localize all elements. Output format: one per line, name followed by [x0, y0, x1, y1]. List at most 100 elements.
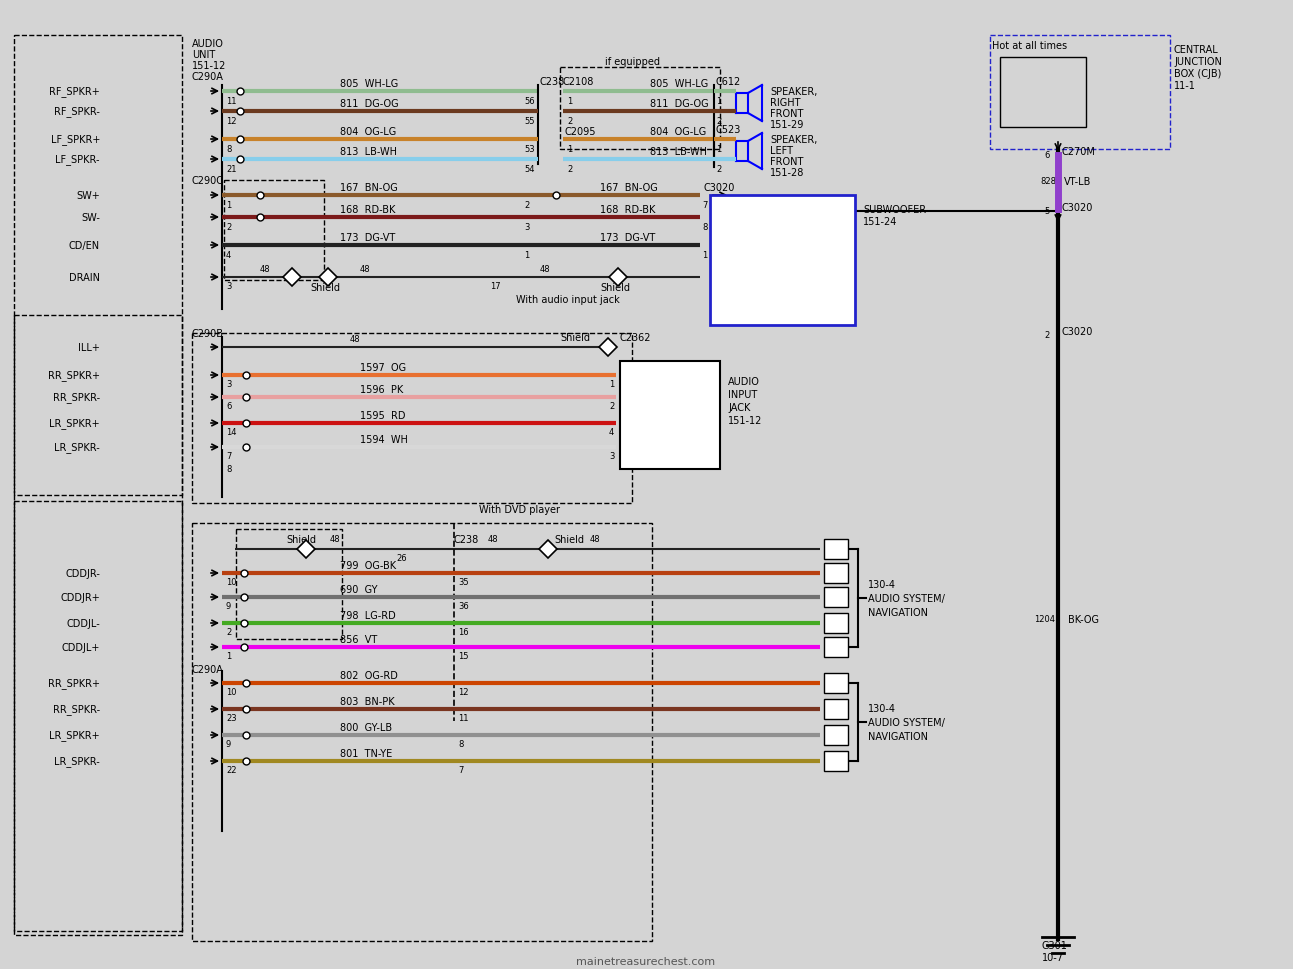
- Text: E: E: [829, 731, 835, 740]
- Text: RF_SPKR+: RF_SPKR+: [49, 86, 100, 97]
- Polygon shape: [539, 541, 557, 558]
- Bar: [14, 316, 182, 495]
- Text: 803  BN-PK: 803 BN-PK: [340, 697, 394, 706]
- Text: RF_SPKR-: RF_SPKR-: [54, 107, 100, 117]
- Text: if equipped: if equipped: [605, 57, 659, 67]
- Text: 2: 2: [226, 628, 231, 637]
- Text: RIGHT: RIGHT: [771, 98, 800, 108]
- Text: SW-: SW-: [720, 238, 738, 249]
- Text: LR_SPKR-: LR_SPKR-: [628, 443, 670, 452]
- Text: 10: 10: [226, 688, 237, 697]
- Text: CD/EN: CD/EN: [69, 240, 100, 251]
- Text: 811  DG-OG: 811 DG-OG: [650, 99, 709, 109]
- Text: 14: 14: [226, 428, 237, 437]
- Bar: [191, 523, 652, 941]
- Text: 1: 1: [524, 250, 529, 260]
- Text: RR_SPKR+: RR_SPKR+: [48, 370, 100, 381]
- Text: C290A: C290A: [191, 72, 224, 82]
- Text: LR_SPKR+: LR_SPKR+: [628, 419, 675, 428]
- Text: 21: 21: [226, 165, 237, 173]
- Text: 8: 8: [702, 222, 707, 232]
- Text: 130-4: 130-4: [868, 579, 896, 589]
- Bar: [224, 181, 325, 281]
- Text: UNIT: UNIT: [191, 50, 215, 60]
- Text: 2: 2: [716, 116, 721, 125]
- Text: C238: C238: [540, 77, 565, 87]
- Text: SW-: SW-: [81, 213, 100, 223]
- Text: JUNCTION: JUNCTION: [1174, 57, 1222, 67]
- Text: DRAIN: DRAIN: [69, 272, 100, 283]
- Text: CENTRAL: CENTRAL: [1174, 45, 1219, 55]
- Text: AUDIO: AUDIO: [191, 39, 224, 49]
- Text: 11-1: 11-1: [1174, 81, 1196, 91]
- Text: C: C: [829, 678, 835, 688]
- Text: C270M: C270M: [1062, 147, 1096, 157]
- Bar: [824, 673, 848, 693]
- Text: CDDJR+: CDDJR+: [61, 592, 100, 603]
- Text: 690  GY: 690 GY: [340, 584, 378, 594]
- Text: 1204: 1204: [1034, 615, 1055, 624]
- Text: CDDJR-: CDDJR-: [65, 569, 100, 578]
- Text: Shield: Shield: [310, 283, 340, 293]
- Text: 2: 2: [1043, 331, 1049, 340]
- Bar: [824, 700, 848, 719]
- Bar: [824, 540, 848, 559]
- Text: C612: C612: [716, 77, 741, 87]
- Text: RR_SPKR-: RR_SPKR-: [53, 703, 100, 715]
- Text: 10: 10: [226, 578, 237, 587]
- Text: 151-24: 151-24: [862, 217, 897, 227]
- Text: G301: G301: [1042, 940, 1068, 950]
- Text: BK-OG: BK-OG: [1068, 614, 1099, 624]
- Text: 1: 1: [716, 96, 721, 106]
- Text: C290A: C290A: [191, 665, 224, 674]
- Text: 12: 12: [226, 116, 237, 125]
- Text: 1594  WH: 1594 WH: [359, 434, 407, 445]
- Text: G: G: [829, 545, 837, 554]
- Text: 798  LG-RD: 798 LG-RD: [340, 610, 396, 620]
- Text: LR_SPKR+: LR_SPKR+: [49, 418, 100, 429]
- Text: 16: 16: [458, 628, 468, 637]
- Text: 811  DG-OG: 811 DG-OG: [340, 99, 398, 109]
- Text: 1: 1: [702, 250, 707, 260]
- Text: mainetreasurechest.com: mainetreasurechest.com: [577, 956, 715, 966]
- Text: 48: 48: [350, 335, 361, 344]
- Text: C2095: C2095: [565, 127, 596, 137]
- Text: Hot at all times: Hot at all times: [992, 41, 1067, 51]
- Bar: [824, 638, 848, 657]
- Text: 801  TN-YE: 801 TN-YE: [340, 748, 392, 758]
- Text: 167  BN-OG: 167 BN-OG: [600, 183, 658, 193]
- Text: 3: 3: [609, 452, 614, 461]
- Text: Shield: Shield: [286, 535, 315, 545]
- Text: NAVIGATION: NAVIGATION: [868, 732, 928, 741]
- Bar: [14, 502, 182, 931]
- Bar: [824, 563, 848, 583]
- Text: C3020: C3020: [703, 183, 736, 193]
- Text: LR_SPKR+: LR_SPKR+: [49, 730, 100, 740]
- Text: H: H: [829, 569, 837, 578]
- Text: 802  OG-RD: 802 OG-RD: [340, 671, 398, 680]
- Polygon shape: [283, 268, 301, 287]
- Text: C290B: C290B: [191, 328, 224, 338]
- Bar: [824, 587, 848, 608]
- Text: 805  WH-LG: 805 WH-LG: [650, 78, 709, 89]
- Text: LEFT: LEFT: [771, 146, 793, 156]
- Text: 22: 22: [226, 766, 237, 774]
- Text: C3020: C3020: [1062, 203, 1094, 213]
- Bar: [621, 361, 720, 470]
- Text: 813  LB-WH: 813 LB-WH: [340, 147, 397, 157]
- Text: 1: 1: [609, 380, 614, 390]
- Bar: [191, 333, 632, 504]
- Text: 48: 48: [260, 266, 270, 274]
- Text: J: J: [829, 592, 831, 603]
- Text: LR_SPKR-: LR_SPKR-: [54, 442, 100, 453]
- Text: 48: 48: [487, 535, 499, 544]
- Text: 151-12: 151-12: [191, 61, 226, 71]
- Text: BOX (CJB): BOX (CJB): [1174, 69, 1222, 78]
- Text: RR_SPKR+: RR_SPKR+: [628, 371, 676, 380]
- Text: 2: 2: [226, 222, 231, 232]
- Text: 1: 1: [226, 652, 231, 661]
- Text: 3: 3: [226, 282, 231, 292]
- Text: FRONT: FRONT: [771, 157, 803, 167]
- Bar: [824, 725, 848, 745]
- Text: SPEAKER,: SPEAKER,: [771, 87, 817, 97]
